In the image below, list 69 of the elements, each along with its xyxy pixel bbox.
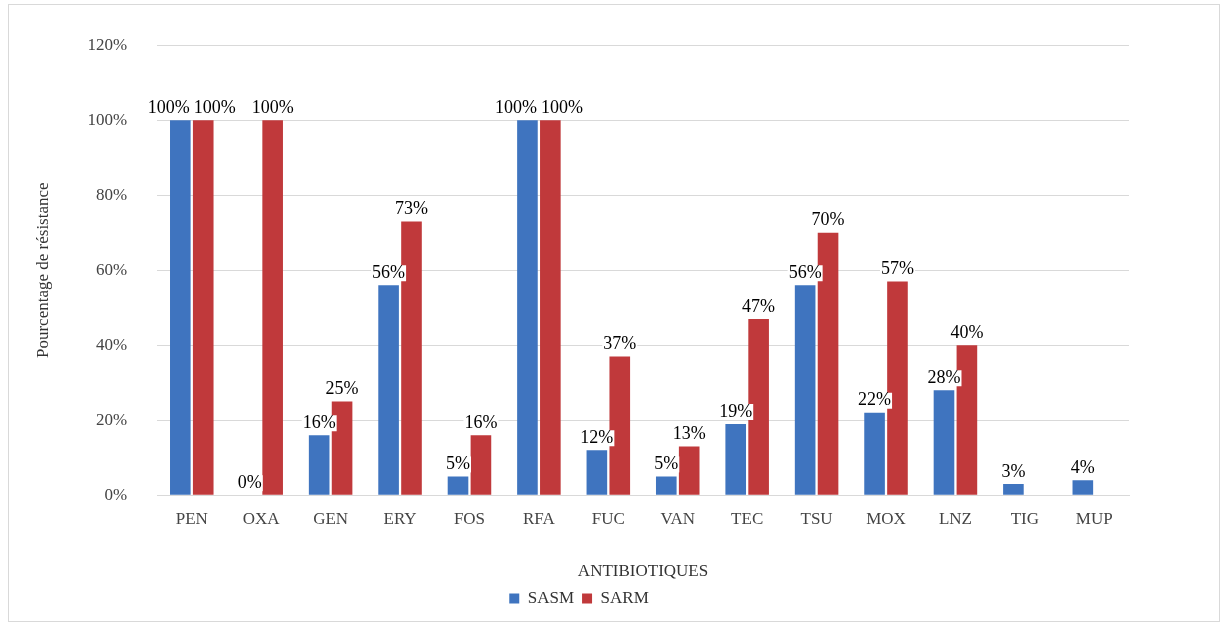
bar [1072,480,1094,495]
x-tick-label: PEN [175,508,208,528]
data-label: 100% [147,96,190,117]
data-label: 4% [1070,456,1095,477]
x-tick-label: TIG [1010,508,1040,528]
bar [1003,483,1024,495]
data-label: 13% [672,423,706,444]
legend-label: SARM [600,587,649,607]
data-label: 5% [446,453,471,474]
data-label: 16% [302,411,336,432]
y-tick-label: 20% [95,409,128,429]
bar [540,120,561,495]
data-label: 56% [372,261,406,282]
data-label: 100% [251,96,294,117]
data-label: 47% [742,295,776,316]
x-tick-label: MOX [866,508,906,528]
x-axis-title: ANTIBIOTIQUES [577,561,709,581]
data-label: 19% [719,400,753,421]
data-label: 37% [603,333,637,354]
x-tick-label: GEN [313,508,349,528]
data-label: 28% [927,366,961,387]
data-label: 56% [788,261,822,282]
bar [725,423,747,495]
y-axis-title: Pourcentage de résistance [32,182,52,358]
x-tick-label: MUP [1075,508,1113,528]
data-label: 3% [1001,460,1026,481]
y-tick-label: 80% [95,184,128,204]
data-label: 57% [880,258,914,279]
bar [864,412,885,495]
data-label: 16% [464,411,498,432]
bar [678,446,700,495]
data-label: 22% [858,389,892,410]
bar [586,450,608,495]
bar [170,120,191,495]
bar [308,435,330,495]
x-tick-label: TEC [731,508,764,528]
data-label: 100% [494,96,537,117]
bar [378,285,399,495]
y-tick-label: 60% [95,259,128,279]
x-tick-label: VAN [660,508,696,528]
data-label: 73% [395,198,428,219]
y-tick-label: 120% [87,34,128,54]
y-tick-label: 100% [87,109,128,129]
x-tick-label: FOS [453,508,486,528]
data-label: 5% [654,453,679,474]
data-label: 70% [811,209,845,230]
bar [262,120,283,495]
bar [655,476,677,495]
data-label: 100% [540,96,583,117]
bar [447,476,469,495]
data-label: 40% [950,321,984,342]
data-label: 0% [237,471,262,492]
x-tick-label: TSU [800,508,833,528]
bar [517,120,538,495]
y-tick-label: 0% [104,484,128,504]
x-tick-label: LNZ [938,508,972,528]
data-label: 25% [325,378,359,399]
x-tick-label: FUC [591,508,625,528]
y-tick-label: 40% [95,334,128,354]
data-label: 100% [193,96,236,117]
bar [933,390,955,495]
data-label: 12% [580,426,614,447]
bar [794,285,816,495]
x-tick-label: RFA [522,508,556,528]
bar [470,435,492,495]
bar [192,120,214,495]
x-tick-label: OXA [242,508,281,528]
x-tick-label: ERY [383,508,417,528]
legend-label: SASM [527,587,575,607]
